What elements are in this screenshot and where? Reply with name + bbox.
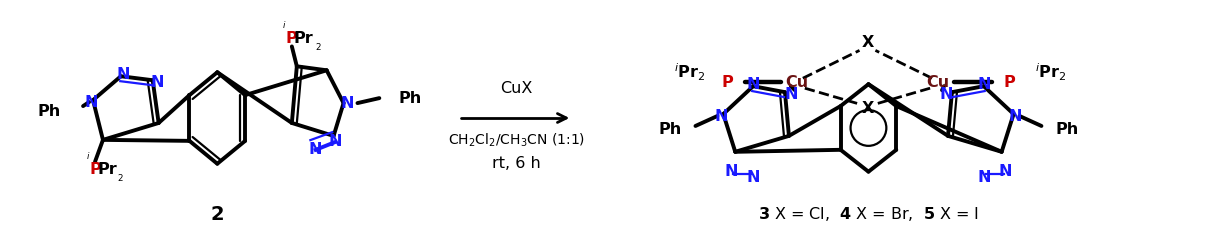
Text: P: P: [1004, 75, 1016, 90]
Text: N: N: [747, 77, 760, 92]
Text: N: N: [150, 75, 165, 90]
Text: Ph: Ph: [1056, 123, 1079, 137]
Text: N: N: [747, 170, 760, 185]
Text: Ph: Ph: [658, 123, 681, 137]
Text: X: X: [862, 35, 874, 50]
Text: Cu: Cu: [785, 75, 808, 90]
Text: N: N: [116, 67, 130, 82]
Text: $^i$: $^i$: [86, 153, 91, 166]
Text: N: N: [328, 134, 342, 149]
Text: $^i$Pr$_2$: $^i$Pr$_2$: [1035, 62, 1067, 83]
Text: 2: 2: [211, 205, 224, 224]
Text: Pr: Pr: [97, 162, 116, 177]
Text: P: P: [721, 75, 733, 90]
Text: N: N: [85, 95, 98, 109]
Text: N: N: [784, 87, 797, 102]
Text: Ph: Ph: [399, 91, 422, 106]
Text: N: N: [725, 164, 738, 179]
Text: $^i$Pr$_2$: $^i$Pr$_2$: [674, 62, 705, 83]
Text: $\mathbf{3}$ X = Cl,  $\mathbf{4}$ X = Br,  $\mathbf{5}$ X = I: $\mathbf{3}$ X = Cl, $\mathbf{4}$ X = Br…: [758, 205, 979, 223]
Text: N: N: [715, 109, 728, 123]
Text: N: N: [999, 164, 1012, 179]
Text: rt, 6 h: rt, 6 h: [492, 156, 541, 171]
Text: N: N: [1008, 109, 1023, 123]
Text: Pr: Pr: [293, 31, 314, 46]
Text: P: P: [90, 162, 101, 177]
Text: N: N: [939, 87, 953, 102]
Text: $^i$: $^i$: [281, 22, 286, 35]
Text: Ph: Ph: [38, 104, 62, 118]
Text: X: X: [862, 100, 874, 116]
Text: CH$_2$Cl$_2$/CH$_3$CN (1:1): CH$_2$Cl$_2$/CH$_3$CN (1:1): [448, 131, 585, 149]
Text: N: N: [977, 77, 990, 92]
Text: CuX: CuX: [501, 81, 533, 96]
Text: P: P: [286, 31, 298, 46]
Text: N: N: [977, 170, 990, 185]
Text: Cu: Cu: [926, 75, 950, 90]
Text: N: N: [341, 96, 354, 111]
Text: $_2$: $_2$: [118, 171, 124, 184]
Text: N: N: [309, 142, 322, 157]
Text: $_2$: $_2$: [315, 40, 322, 53]
